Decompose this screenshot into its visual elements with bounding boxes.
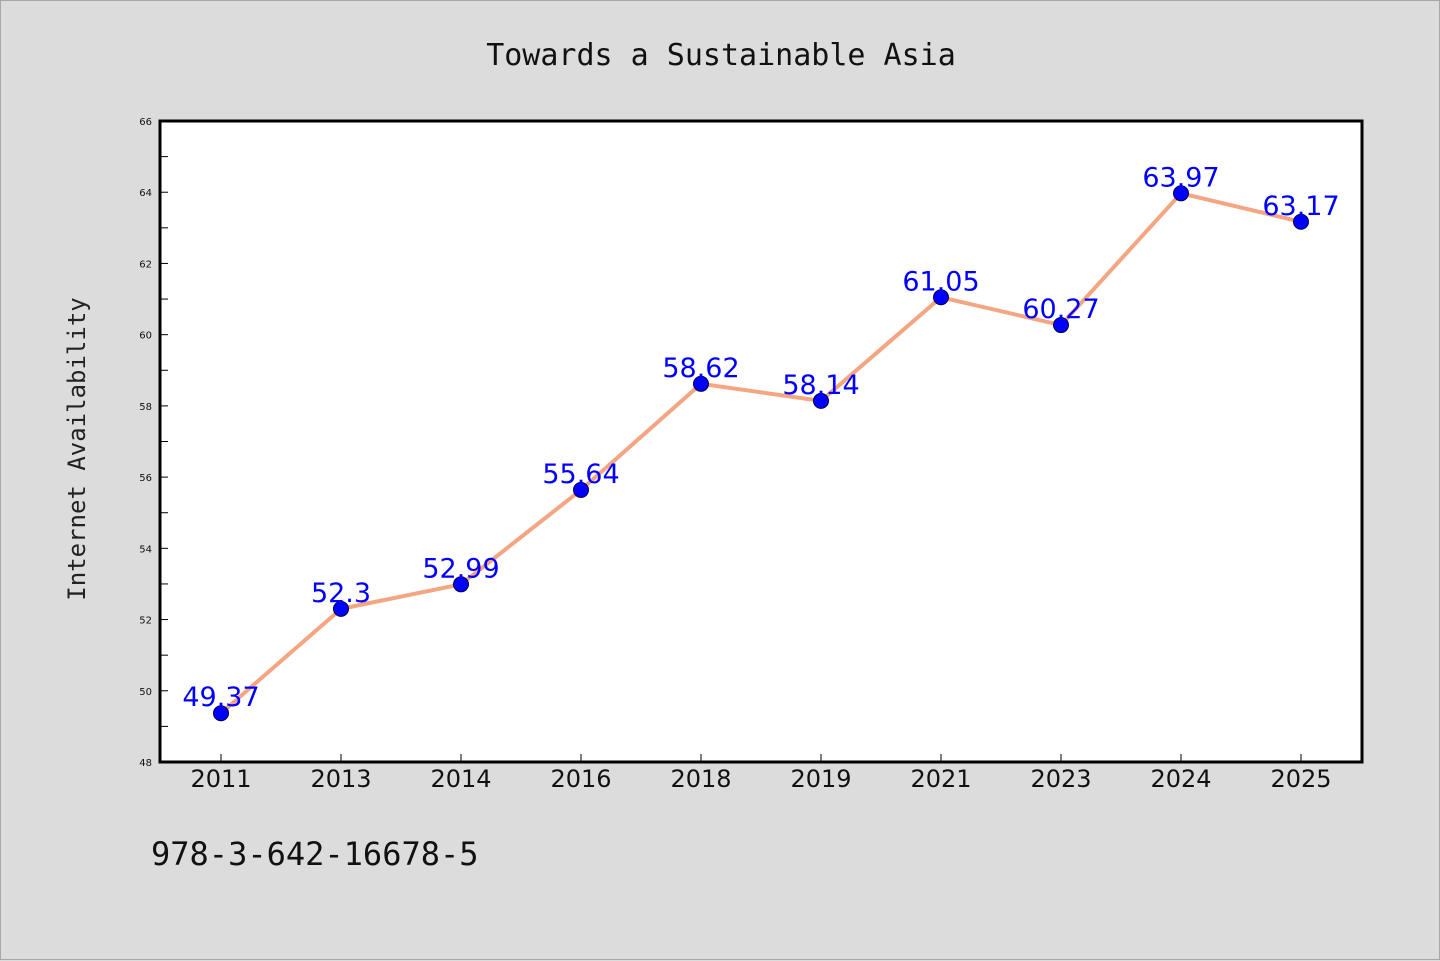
x-tick-label: 2021 xyxy=(910,765,971,793)
data-label: 52.3 xyxy=(311,578,371,609)
data-point xyxy=(693,375,709,392)
x-tick-label: 2019 xyxy=(790,765,851,793)
y-tick-label: 52 xyxy=(139,616,152,627)
x-tick-label: 2016 xyxy=(550,765,611,793)
series-line xyxy=(219,191,1303,716)
data-point xyxy=(333,600,349,617)
y-axis-label: Internet Availability xyxy=(63,297,91,600)
data-point xyxy=(213,705,229,722)
data-label: 61.05 xyxy=(902,266,979,297)
isbn-footer: 978-3-642-16678-5 xyxy=(151,835,479,873)
y-tick-label: 50 xyxy=(139,687,152,698)
data-points xyxy=(213,185,1309,722)
y-tick-label: 56 xyxy=(139,473,152,484)
chart-title: Towards a Sustainable Asia xyxy=(486,38,956,73)
data-label: 63.17 xyxy=(1262,191,1339,222)
x-tick-label: 2013 xyxy=(310,765,371,793)
data-point xyxy=(1053,317,1069,334)
y-tick-label: 66 xyxy=(139,117,152,128)
data-label: 60.27 xyxy=(1022,294,1099,325)
x-axis: 2011 2013 2014 2016 2018 2019 2021 2023 2024 2025 xyxy=(190,754,1332,793)
data-point xyxy=(1293,213,1309,230)
data-point xyxy=(813,392,829,409)
x-tick-label: 2014 xyxy=(430,765,491,793)
x-tick-label: 2024 xyxy=(1150,765,1211,793)
data-labels: 49.37 52.3 52.99 55.64 58.62 58.14 61.05 60.27 6… xyxy=(182,162,1339,713)
y-axis: 48 50 52 54 56 58 60 62 64 66 xyxy=(139,117,168,769)
data-label: 58.14 xyxy=(782,370,859,401)
x-tick-label: 2011 xyxy=(190,765,251,793)
x-tick-label: 2023 xyxy=(1030,765,1091,793)
data-point xyxy=(933,289,949,306)
plot-area xyxy=(158,119,1364,764)
data-point xyxy=(453,576,469,593)
data-point xyxy=(573,481,589,498)
data-label: 58.62 xyxy=(662,353,739,384)
data-label: 52.99 xyxy=(422,553,499,584)
y-tick-label: 60 xyxy=(139,331,152,342)
data-label: 49.37 xyxy=(182,682,259,713)
y-tick-label: 62 xyxy=(139,259,152,270)
x-tick-label: 2025 xyxy=(1270,765,1331,793)
x-tick-label: 2018 xyxy=(670,765,731,793)
data-label: 55.64 xyxy=(542,459,619,490)
y-tick-label: 58 xyxy=(139,402,152,413)
y-tick-label: 54 xyxy=(139,544,152,555)
data-point xyxy=(1173,185,1189,202)
data-label: 63.97 xyxy=(1142,162,1219,193)
y-tick-label: 64 xyxy=(139,188,152,199)
y-tick-label: 48 xyxy=(139,758,152,769)
